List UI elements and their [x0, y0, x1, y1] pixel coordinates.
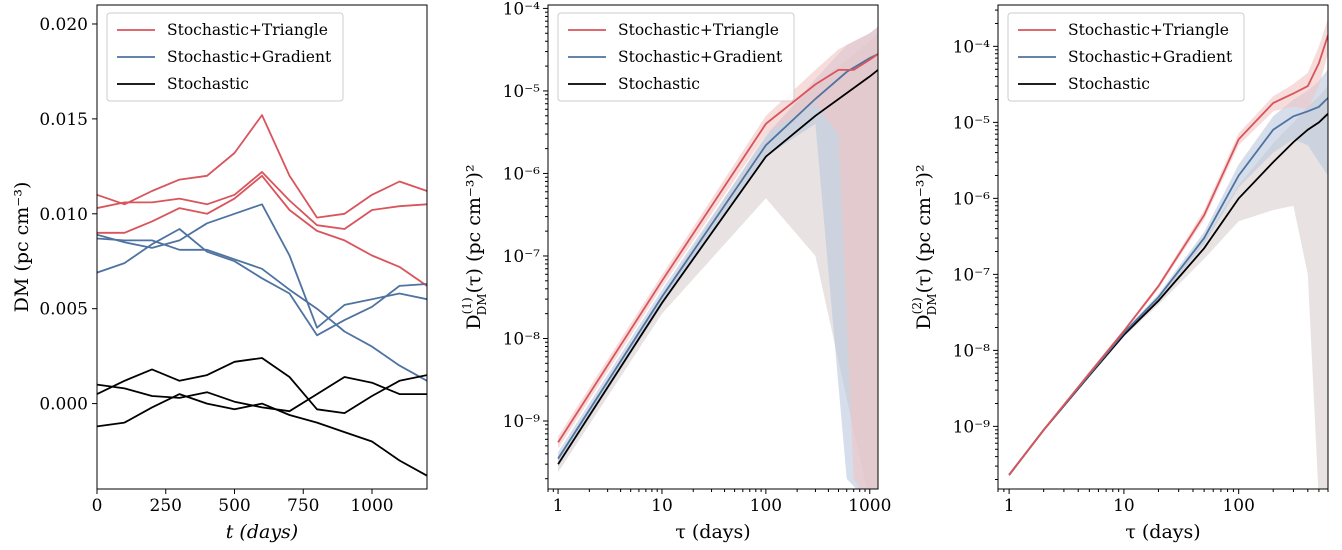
panel-3-legend-box [1007, 12, 1245, 102]
x-tick-label: 750 [287, 496, 319, 516]
series-triangle-band [1009, 18, 1328, 477]
series-triangle-line-2 [97, 171, 427, 230]
y-tick-label: 0.015 [39, 110, 88, 130]
panel-2-axes-frame [547, 4, 879, 490]
y-tick-label: 0.000 [39, 395, 88, 415]
y-tick-label: 10⁻⁴ [953, 37, 991, 57]
y-tick-label: 10⁻⁴ [503, 0, 541, 19]
series-stochastic-line-2 [97, 376, 427, 413]
y-tick-label: 10⁻⁷ [953, 265, 991, 285]
series-triangle-line [557, 53, 878, 443]
panel-1-legend: Stochastic+Triangle Stochastic+Gradient St… [106, 12, 344, 102]
y-tick-label: 10⁻⁹ [503, 412, 541, 432]
series-stochastic-line-3 [97, 393, 427, 477]
x-tick-label: 1000 [350, 496, 393, 516]
panel-1-legend-box [106, 12, 344, 102]
y-tick-label: 10⁻⁹ [953, 417, 991, 437]
y-tick-label: 10⁻⁵ [953, 113, 991, 133]
series-triangle-line [1008, 34, 1328, 476]
series-gradient-line-2 [97, 237, 427, 382]
panel-3-legend-label-triangle: Stochastic+Triangle [1068, 21, 1229, 39]
panel-3-y-axis-label-rest: (τ) (pc cm⁻³)² [913, 164, 935, 293]
panel-1-x-axis-label: t (days) [226, 521, 298, 543]
panel-1: 0 250 500 750 10000.0000.0050.0100.0150.020 … [11, 4, 428, 543]
panel-3: 1 10 100 10⁻⁹ 10⁻⁸ 10⁻⁷ 10⁻⁶ 10⁻⁵ 10⁻⁴ Stochasti… [910, 4, 1329, 543]
panel-2-x-axis-label: τ (days) [675, 521, 750, 543]
x-tick-label: 10 [1113, 496, 1135, 516]
y-tick-label: 0.020 [39, 15, 88, 35]
panel-3-plot [1008, 18, 1328, 489]
panel-3-axes-frame [997, 4, 1329, 490]
panel-3-legend: Stochastic+Triangle Stochastic+Gradient St… [1007, 12, 1245, 102]
x-tick-label: 0 [92, 496, 103, 516]
series-gradient-line-1 [97, 203, 427, 329]
panel-2-y-axis-label-sup: (1) [460, 297, 474, 314]
panel-1-legend-label-gradient: Stochastic+Gradient [167, 48, 332, 66]
x-tick-label: 250 [150, 496, 182, 516]
panel-2-y-axis-label-rest: (τ) (pc cm⁻³)² [463, 164, 485, 293]
series-gradient-line [557, 53, 878, 460]
x-tick-label: 1 [553, 496, 564, 516]
panel-3-y-axis-label-sup: (2) [910, 297, 924, 314]
panel-3-ticks: 1 10 100 10⁻⁹ 10⁻⁸ 10⁻⁷ 10⁻⁶ 10⁻⁵ 10⁻⁴ [953, 9, 1329, 516]
series-gradient-line-3 [97, 228, 427, 337]
panel-2-legend-label-triangle: Stochastic+Triangle [618, 21, 779, 39]
panel-2-y-axis-label-sub: DM [475, 293, 489, 315]
panel-1-y-axis-label: DM (pc cm⁻³) [11, 182, 33, 313]
panel-2: 1 10 100 1000 10⁻⁹ 10⁻⁸ 10⁻⁷ 10⁻⁶ 10⁻⁵ 10⁻⁴ Stoch… [460, 0, 891, 543]
panel-2-legend-box [557, 12, 795, 102]
panel-3-y-axis-label-main: D [913, 314, 935, 329]
y-tick-label: 10⁻⁸ [953, 341, 991, 361]
series-stochastic-band [1009, 86, 1328, 489]
panel-1-legend-label-triangle: Stochastic+Triangle [167, 21, 328, 39]
y-tick-label: 10⁻⁸ [503, 329, 541, 349]
panel-3-y-axis-label: D(2)DM(τ) (pc cm⁻³)² [910, 164, 939, 329]
x-tick-label: 10 [651, 496, 673, 516]
panel-2-y-axis-label-main: D [463, 314, 485, 329]
series-triangle-line-3 [97, 174, 427, 287]
y-tick-label: 10⁻⁷ [503, 247, 541, 267]
panel-1-ticks: 0 250 500 750 1000 0.000 0.005 0.010 0.015 0.020 [39, 15, 393, 516]
y-tick-label: 0.010 [39, 205, 88, 225]
panel-1-plot [97, 114, 427, 477]
x-tick-label: 500 [218, 496, 250, 516]
series-stochastic-band [558, 33, 878, 489]
panel-2-plot [557, 26, 878, 489]
panel-1-axes-frame [96, 4, 428, 490]
series-triangle-line-1 [97, 114, 427, 219]
panel-2-legend-label-stochastic: Stochastic [618, 75, 700, 93]
panel-2-ticks: 1 10 100 1000 10⁻⁹ 10⁻⁸ 10⁻⁷ 10⁻⁶ 10⁻⁵ 10⁻⁴ [503, 0, 892, 516]
panel-3-legend-label-stochastic: Stochastic [1068, 75, 1150, 93]
series-stochastic-line-1 [97, 357, 427, 414]
panel-2-legend: Stochastic+Triangle Stochastic+Gradient St… [557, 12, 795, 102]
y-tick-label: 10⁻⁶ [953, 189, 991, 209]
x-tick-label: 100 [1222, 496, 1254, 516]
x-tick-label: 1 [1004, 496, 1015, 516]
y-tick-label: 10⁻⁶ [503, 164, 541, 184]
panel-3-x-axis-label: τ (days) [1125, 521, 1200, 543]
panel-2-legend-label-gradient: Stochastic+Gradient [618, 48, 783, 66]
x-tick-label: 100 [750, 496, 782, 516]
y-tick-label: 0.005 [39, 300, 88, 320]
panel-3-y-axis-label-sub: DM [925, 293, 939, 315]
series-stochastic-line [557, 69, 878, 465]
panel-1-legend-label-stochastic: Stochastic [167, 75, 249, 93]
panel-2-y-axis-label: D(1)DM(τ) (pc cm⁻³)² [460, 164, 489, 329]
x-tick-label: 1000 [848, 496, 891, 516]
panel-3-legend-label-gradient: Stochastic+Gradient [1068, 48, 1233, 66]
y-tick-label: 10⁻⁵ [503, 82, 541, 102]
